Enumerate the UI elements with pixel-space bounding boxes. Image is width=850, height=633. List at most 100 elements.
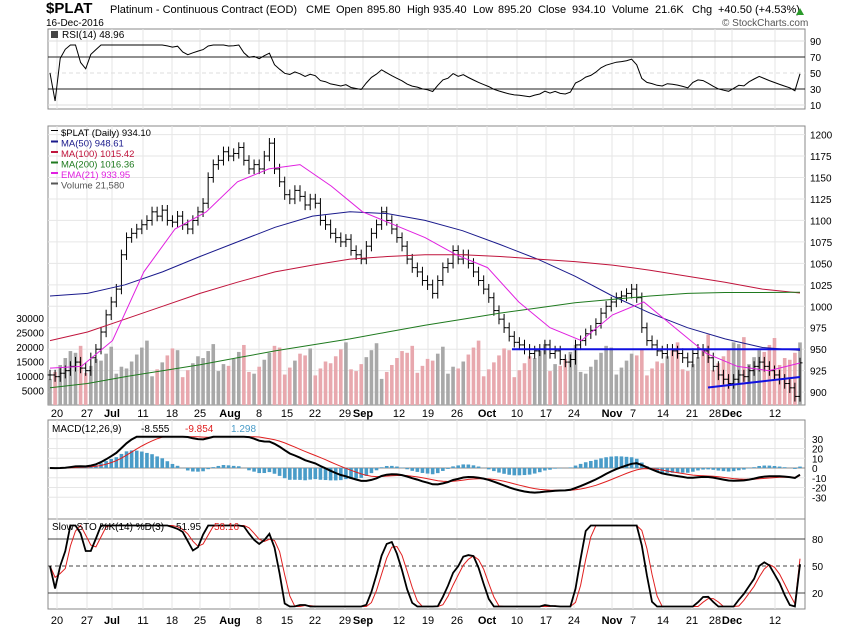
macd-histogram-bar [573,465,578,468]
volume-bar [298,353,302,405]
macd-histogram-bar [303,468,307,481]
moving-average-line [49,291,801,389]
macd-histogram-bar [701,468,705,470]
volume-bar [272,345,277,405]
volume-bar [68,351,73,405]
volume-bar [395,358,399,405]
volume-bar [650,368,654,405]
volume-bar [492,362,496,405]
volume-bar [119,366,124,405]
x-tick-label: Aug [219,408,240,420]
volume-bar [502,348,506,405]
macd-histogram-bar [451,466,455,468]
macd-histogram-bar [236,466,241,468]
rsi-legend-text: RSI(14) 48.96 [62,30,125,41]
price-tick-label: 1125 [810,195,832,206]
volume-value: 21.6K [655,4,684,16]
x-tick-label: 17 [540,408,552,420]
rsi-legend: RSI(14) 48.96 [51,30,125,41]
sto-legend: Slow STO %K(14) %D(3) 51.95 58.16 [52,522,239,533]
price-legend-item: MA(50) 948.61 [61,139,124,150]
macd-tick-label: 0 [812,464,818,475]
volume-bar [568,351,573,405]
volume-bar [461,361,466,405]
macd-histogram-bar [471,465,476,468]
macd-tick-label: 10 [812,454,824,465]
volume-bar [277,347,282,405]
price-tick-label: 1100 [810,216,832,227]
macd-histogram-bar [160,458,165,468]
macd-histogram-bar [553,468,557,469]
volume-bar [390,364,394,405]
volume-bar [793,352,797,405]
volume-bar [257,366,261,405]
volume-bar [349,369,353,405]
volume-bar [53,371,57,405]
volume-bar [155,369,159,405]
volume-bar [247,371,251,405]
macd-histogram-bar [609,456,614,468]
high-label: High [407,4,430,16]
volume-bar [589,366,593,405]
volume-bar [640,348,644,405]
quote-bar: Open 895.80 High 935.40 Low 895.20 Close… [336,4,800,16]
volume-bar [303,355,307,405]
macd-legend-hist: 1.298 [231,424,256,435]
volume-bar [226,365,231,405]
price-plot [47,138,803,402]
macd-histogram-bar [395,466,399,468]
volume-bar [583,373,588,405]
volume-bar [614,374,619,405]
volume-bar [216,371,221,405]
high-value: 935.40 [433,4,467,16]
macd-histogram-bar [134,450,139,468]
x-tick-label: 8 [256,408,262,420]
volume-bar [185,370,190,405]
macd-histogram-bar [675,468,680,473]
macd-histogram-bar [384,465,389,468]
macd-histogram-bar [578,463,583,468]
volume-bar [446,373,450,405]
x-tick-label: 17 [540,615,552,627]
sto-k-line [49,524,801,608]
volume-tick-label: 25000 [16,329,44,340]
macd-histogram-bar [706,468,710,470]
volume-bar [73,352,78,405]
rsi-tick-label: 70 [810,53,822,64]
x-tick-label: Aug [219,615,240,627]
price-legend-item: MA(200) 1016.36 [61,160,134,171]
macd-histogram-bar [619,456,624,468]
macd-histogram-bar [420,468,425,473]
price-tick-label: 1025 [810,281,833,292]
open-value: 895.80 [367,4,401,16]
sto-tick-label: 50 [812,562,824,573]
volume-bar [486,369,491,405]
macd-histogram-bar [430,468,435,475]
volume-bar [333,356,338,405]
macd-histogram-bar [155,456,159,468]
macd-line [49,435,801,494]
macd-histogram-bar [390,465,394,468]
rsi-tick-label: 30 [810,85,822,96]
x-tick-label: 24 [568,615,580,627]
macd-tick-label: 30 [812,435,824,446]
macd-histogram-bar [522,468,527,476]
volume-bar [762,351,767,405]
macd-histogram-bar [762,465,767,468]
macd-histogram-bar [736,468,741,471]
x-tick-label: 10 [511,615,523,627]
macd-histogram-bar [313,468,318,480]
macd-histogram-bar [333,468,338,481]
legend-swatch [51,182,58,185]
volume-bar [165,355,170,405]
macd-histogram-bar [287,468,292,480]
chart-date: 16-Dec-2016 [46,18,104,29]
volume-bar [364,357,369,405]
macd-histogram-bar [599,458,603,468]
macd-histogram-bar [583,462,588,468]
legend-swatch [51,130,58,131]
volume-bar [701,350,705,405]
volume-bar [89,365,93,405]
volume-bar [752,357,756,405]
x-tick-label: 21 [686,408,698,420]
